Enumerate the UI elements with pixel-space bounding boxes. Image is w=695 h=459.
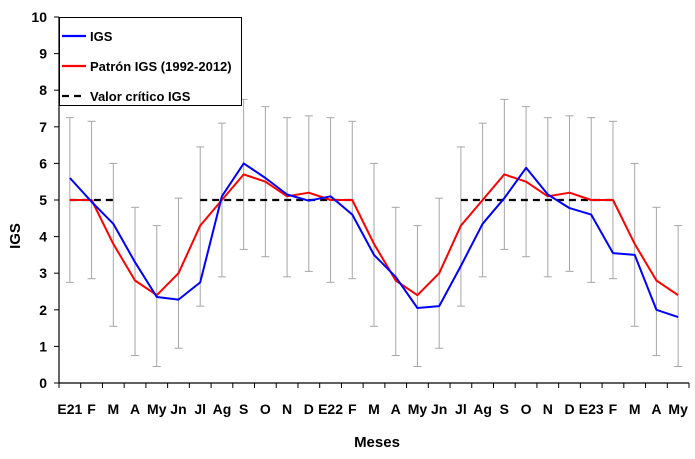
x-tick-label: My — [147, 401, 167, 417]
x-tick-label: A — [391, 401, 401, 417]
y-tick-label: 5 — [39, 192, 47, 208]
y-tick-label: 1 — [39, 338, 47, 354]
y-tick-label: 3 — [39, 265, 47, 281]
x-tick-label: N — [543, 401, 553, 417]
y-tick-label: 2 — [39, 302, 47, 318]
y-tick-label: 7 — [39, 119, 47, 135]
x-tick-label: Ag — [213, 401, 232, 417]
x-tick-label: Ag — [473, 401, 492, 417]
x-tick-label: N — [282, 401, 292, 417]
x-tick-label: F — [87, 401, 96, 417]
legend-item-igs-label: IGS — [90, 29, 113, 44]
y-tick-label: 6 — [39, 155, 47, 171]
legend-box — [59, 17, 242, 106]
x-tick-label: S — [500, 401, 509, 417]
x-tick-labels: E21 F M A My Jn Jl Ag S O N D E22 F M A My Jn Jl Ag S O N D E23 F… — [57, 401, 688, 417]
y-tick-label: 0 — [39, 375, 47, 391]
legend-item-critical-label: Valor crítico IGS — [90, 89, 191, 104]
x-tick-label: Jl — [455, 401, 467, 417]
y-axis-title: IGS — [7, 223, 24, 249]
x-tick-label: Jn — [170, 401, 186, 417]
series-lines — [69, 162, 679, 319]
x-tick-label: My — [408, 401, 428, 417]
y-tick-labels: 0 1 2 3 4 5 6 7 8 9 10 — [31, 9, 47, 391]
x-tick-label: S — [239, 401, 248, 417]
y-tick-label: 4 — [39, 229, 47, 245]
x-axis-title: Meses — [354, 434, 400, 451]
x-tick-label: M — [629, 401, 641, 417]
x-tick-label: A — [130, 401, 140, 417]
y-tick-label: 8 — [39, 82, 47, 98]
axes — [54, 16, 690, 388]
y-tick-label: 9 — [39, 46, 47, 62]
x-tick-label: A — [651, 401, 661, 417]
patron-igs-line — [69, 173, 679, 297]
x-tick-label: My — [668, 401, 688, 417]
x-tick-label: D — [304, 401, 314, 417]
x-tick-label: E23 — [579, 401, 604, 417]
x-tick-label: M — [107, 401, 119, 417]
legend-item-patron-label: Patrón IGS (1992-2012) — [90, 59, 232, 74]
x-tick-label: O — [521, 401, 532, 417]
x-tick-label: E22 — [318, 401, 343, 417]
x-tick-label: D — [564, 401, 574, 417]
x-tick-label: F — [348, 401, 357, 417]
x-tick-label: O — [260, 401, 271, 417]
x-tick-label: Jn — [431, 401, 447, 417]
legend: IGS Patrón IGS (1992-2012) Valor crítico I… — [59, 17, 242, 106]
error-bars — [65, 98, 683, 368]
x-tick-label: Jl — [194, 401, 206, 417]
x-tick-label: E21 — [57, 401, 82, 417]
x-tick-label: M — [368, 401, 380, 417]
y-tick-label: 10 — [31, 9, 47, 25]
igs-line — [69, 162, 679, 319]
x-tick-label: F — [609, 401, 618, 417]
